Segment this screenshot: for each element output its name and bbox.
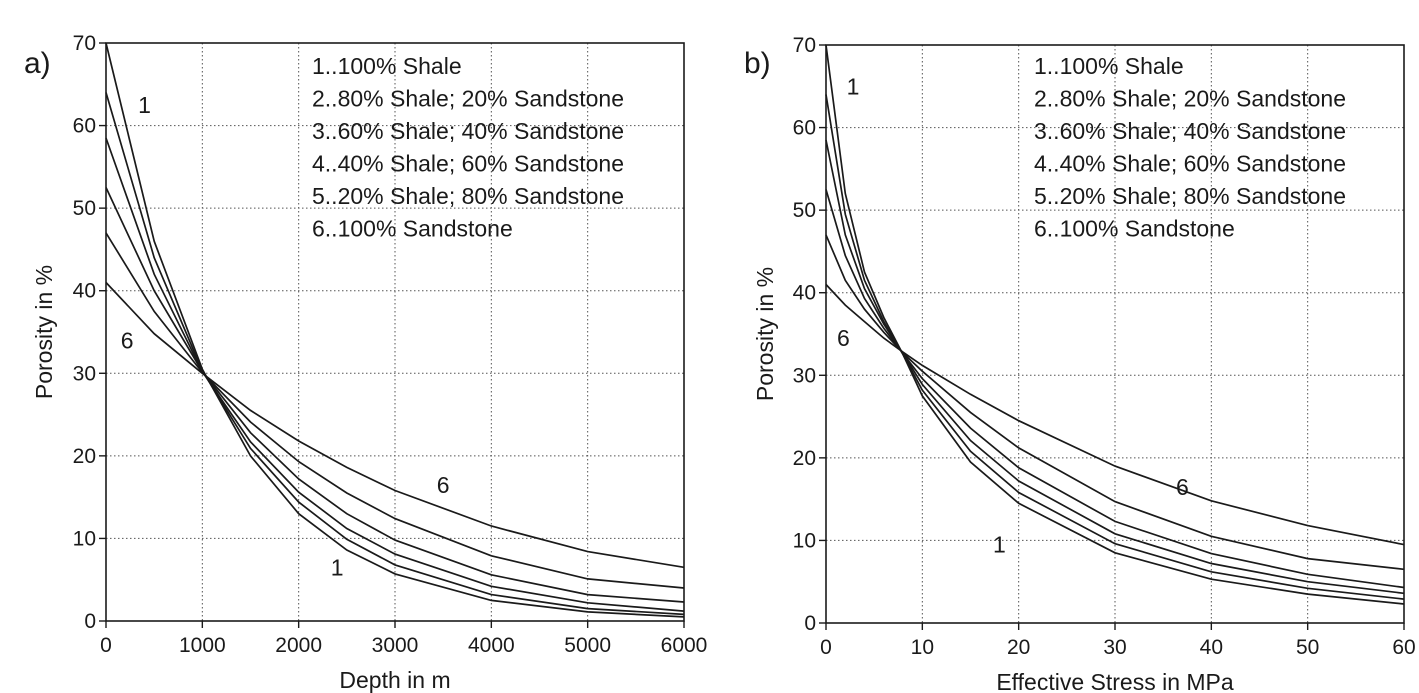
series-curve-5: [825, 234, 1405, 571]
y-tick-label: 40: [73, 280, 96, 303]
series-curve-3: [105, 137, 685, 612]
curve-label: 6: [437, 472, 450, 498]
series-curve-6: [825, 283, 1405, 546]
y-tick-label: 10: [793, 529, 816, 552]
y-axis-label: Porosity in %: [31, 265, 57, 399]
y-tick-label: 20: [73, 445, 96, 468]
y-axis-label: Porosity in %: [752, 267, 778, 401]
x-tick-label: 2000: [275, 634, 322, 657]
panel-label: a): [24, 47, 51, 80]
curve-label: 1: [993, 532, 1006, 558]
series-curve-6: [105, 281, 685, 569]
legend-entry: 5..20% Shale; 80% Sandstone: [1034, 183, 1346, 209]
y-tick-label: 0: [84, 610, 96, 633]
x-tick-label: 20: [1007, 636, 1030, 659]
series-curve-2: [105, 92, 685, 616]
series-curve-3: [825, 139, 1405, 595]
y-tick-label: 40: [793, 282, 816, 305]
panel-a-depth-chart: 0 1000 2000 3000 4000 5000 6000 0 10 20 30 40 50 60 70…: [24, 32, 707, 693]
series-curve-2: [825, 94, 1405, 600]
x-axis-label: Depth in m: [339, 667, 450, 693]
x-tick-label: 30: [1103, 636, 1126, 659]
x-tick-label: 5000: [564, 634, 611, 657]
y-tick-label: 50: [793, 199, 816, 222]
x-tick-label: 50: [1296, 636, 1319, 659]
x-tick-label: 0: [820, 636, 832, 659]
x-tick-label: 60: [1392, 636, 1415, 659]
y-tick-label: 70: [793, 34, 816, 57]
legend-entry: 6..100% Sandstone: [1034, 216, 1235, 242]
y-tick-label: 30: [793, 364, 816, 387]
y-tick-label: 20: [793, 447, 816, 470]
legend-entry: 2..80% Shale; 20% Sandstone: [312, 86, 624, 112]
y-tick-label: 70: [73, 32, 96, 55]
legend-entry: 1..100% Shale: [1034, 53, 1184, 79]
series-curve-4: [105, 187, 685, 603]
x-tick-label: 1000: [179, 634, 226, 657]
y-tick-label: 0: [804, 612, 816, 635]
y-tick-label: 60: [73, 115, 96, 138]
y-tick-label: 30: [73, 362, 96, 385]
legend-entry: 3..60% Shale; 40% Sandstone: [1034, 118, 1346, 144]
x-tick-label: 6000: [661, 634, 708, 657]
x-tick-label: 10: [911, 636, 934, 659]
legend-entry: 2..80% Shale; 20% Sandstone: [1034, 86, 1346, 112]
series-curve-1: [105, 42, 685, 618]
legend-entry: 4..40% Shale; 60% Sandstone: [1034, 151, 1346, 177]
legend-entry: 3..60% Shale; 40% Sandstone: [312, 118, 624, 144]
x-tick-label: 4000: [468, 634, 515, 657]
curve-label: 6: [1176, 474, 1189, 500]
series-curve-1: [825, 44, 1405, 605]
panel-b-stress-chart: 0 10 20 30 40 50 60 0 10 20 30 40 50 60 70 Effective St…: [744, 34, 1416, 693]
x-axis-label: Effective Stress in MPa: [996, 669, 1234, 693]
curve-label: 1: [331, 554, 344, 580]
x-tick-label: 0: [100, 634, 112, 657]
legend-entry: 6..100% Sandstone: [312, 216, 513, 242]
legend-entry: 5..20% Shale; 80% Sandstone: [312, 183, 624, 209]
x-tick-label: 3000: [372, 634, 419, 657]
panel-label: b): [744, 47, 771, 80]
x-tick-label: 40: [1200, 636, 1223, 659]
curve-label: 6: [837, 325, 850, 351]
curve-label: 1: [138, 92, 151, 118]
y-tick-label: 10: [73, 527, 96, 550]
y-tick-label: 50: [73, 197, 96, 220]
series-curve-4: [825, 189, 1405, 589]
curve-label: 1: [847, 73, 860, 99]
legend-entry: 1..100% Shale: [312, 53, 462, 79]
series-curve-5: [105, 232, 685, 589]
y-tick-label: 60: [793, 117, 816, 140]
legend-entry: 4..40% Shale; 60% Sandstone: [312, 151, 624, 177]
curve-label: 6: [121, 327, 134, 353]
